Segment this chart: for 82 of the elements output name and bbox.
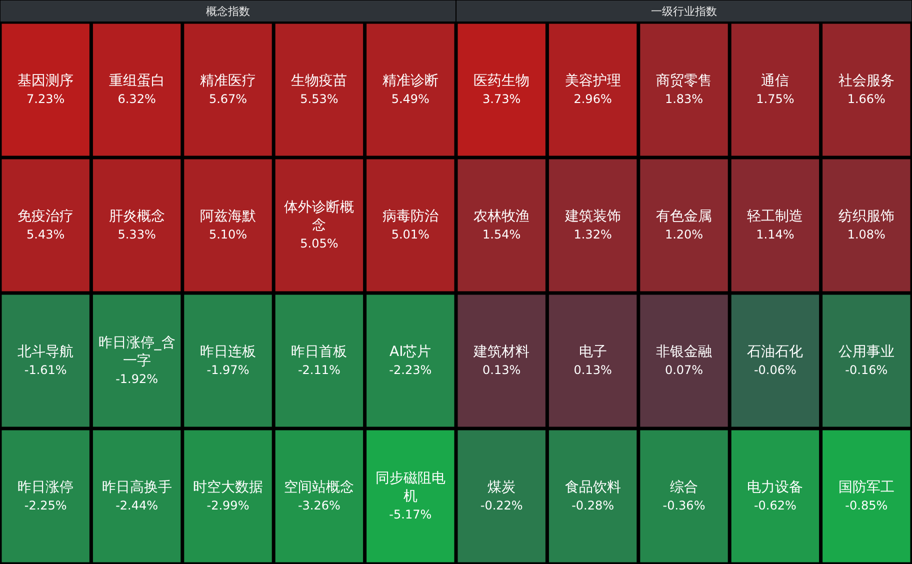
category-label: 医药生物 xyxy=(474,72,530,89)
category-label: 非银金融 xyxy=(656,344,712,360)
category-label: 建筑装饰 xyxy=(564,208,621,224)
category-label: AI芯片 xyxy=(390,344,432,360)
data-label: 1.75% xyxy=(756,92,794,106)
text: 概念指数 xyxy=(206,5,250,18)
category-label: 商贸零售 xyxy=(656,72,712,89)
data-label: -1.61% xyxy=(24,362,67,377)
data-label: 1.54% xyxy=(482,227,521,242)
data-label: 0.07% xyxy=(664,362,704,377)
data-label: 1.32% xyxy=(574,227,612,242)
category-label: 食品饮料 xyxy=(564,479,621,496)
category-label: 昨日涨停 xyxy=(18,479,74,496)
category-label: 国防军工 xyxy=(838,479,894,496)
text: 一级行业指数 xyxy=(651,5,717,18)
data-label: -0.85% xyxy=(845,498,888,512)
data-label: -1.97% xyxy=(206,362,250,377)
category-label: 病毒防治 xyxy=(382,208,438,224)
category-label: 有色金属 xyxy=(656,208,712,224)
data-label: 5.43% xyxy=(26,227,65,242)
data-label: -2.11% xyxy=(298,362,340,377)
data-label: -3.26% xyxy=(298,498,340,512)
category-label: 肝炎概念 xyxy=(108,208,165,224)
data-label: -0.62% xyxy=(754,498,796,512)
data-label: 5.33% xyxy=(118,227,156,242)
data-label: 0.13% xyxy=(482,362,521,377)
category-label: 阿兹海默 xyxy=(200,208,256,224)
data-label: 5.10% xyxy=(208,227,248,242)
data-label: -2.23% xyxy=(389,362,432,377)
category-label: 农林牧渔 xyxy=(474,208,530,224)
data-label: -5.17% xyxy=(389,507,432,522)
data-label: -0.36% xyxy=(662,498,706,512)
category-label: 基因测序 xyxy=(18,72,74,89)
category-label: 建筑材料 xyxy=(472,344,530,360)
data-label: 6.32% xyxy=(118,92,156,106)
category-label: 免疫治疗 xyxy=(18,208,74,224)
category-label: 昨日高换手 xyxy=(102,479,172,496)
data-label: -1.92% xyxy=(116,372,158,386)
data-label: 5.53% xyxy=(300,92,338,106)
data-label: 0.13% xyxy=(574,362,612,377)
data-label: 5.01% xyxy=(391,227,430,242)
category-label: 昨日涨停_含一字 xyxy=(98,334,176,369)
category-label: 石油石化 xyxy=(747,344,804,360)
category-label: 时空大数据 xyxy=(193,479,263,496)
data-label: 5.49% xyxy=(391,92,430,106)
category-label: 电力设备 xyxy=(747,479,804,496)
data-label: -2.25% xyxy=(24,498,67,512)
category-label: 生物疫苗 xyxy=(291,72,348,89)
data-label: 5.67% xyxy=(208,92,248,106)
data-label: 2.96% xyxy=(574,92,612,106)
data-label: -2.44% xyxy=(116,498,158,512)
category-label: 通信 xyxy=(761,72,790,89)
category-label: 昨日连板 xyxy=(200,344,256,360)
data-label: 7.23% xyxy=(26,92,65,106)
category-label: 公用事业 xyxy=(838,344,894,360)
category-label: 北斗导航 xyxy=(18,344,74,360)
data-label: -0.22% xyxy=(480,498,523,512)
data-label: -2.99% xyxy=(206,498,250,512)
data-label: 1.14% xyxy=(756,227,794,242)
data-label: 3.73% xyxy=(482,92,521,106)
data-label: 5.05% xyxy=(300,236,338,250)
category-label: 体外诊断概念 xyxy=(284,199,354,234)
data-label: -0.06% xyxy=(754,362,796,377)
data-label: -0.16% xyxy=(845,362,888,377)
category-label: 煤炭 xyxy=(488,479,516,496)
data-label: 1.20% xyxy=(664,227,704,242)
data-label: 1.66% xyxy=(847,92,886,106)
category-label: 综合 xyxy=(670,479,698,496)
data-label: -0.28% xyxy=(572,498,614,512)
category-label: 昨日首板 xyxy=(291,344,348,360)
category-label: 重组蛋白 xyxy=(108,72,165,89)
category-label: 纺织服饰 xyxy=(838,208,894,224)
category-label: 轻工制造 xyxy=(747,208,804,224)
category-label: 社会服务 xyxy=(838,72,894,89)
data-label: 1.83% xyxy=(664,92,704,106)
category-label: 空间站概念 xyxy=(284,479,354,496)
category-label: 美容护理 xyxy=(564,72,621,89)
category-label: 精准诊断 xyxy=(382,72,438,89)
data-label: 1.08% xyxy=(847,227,886,242)
category-label: 电子 xyxy=(578,344,607,360)
category-label: 精准医疗 xyxy=(200,72,256,89)
category-label: 同步磁阻电机 xyxy=(375,470,446,504)
